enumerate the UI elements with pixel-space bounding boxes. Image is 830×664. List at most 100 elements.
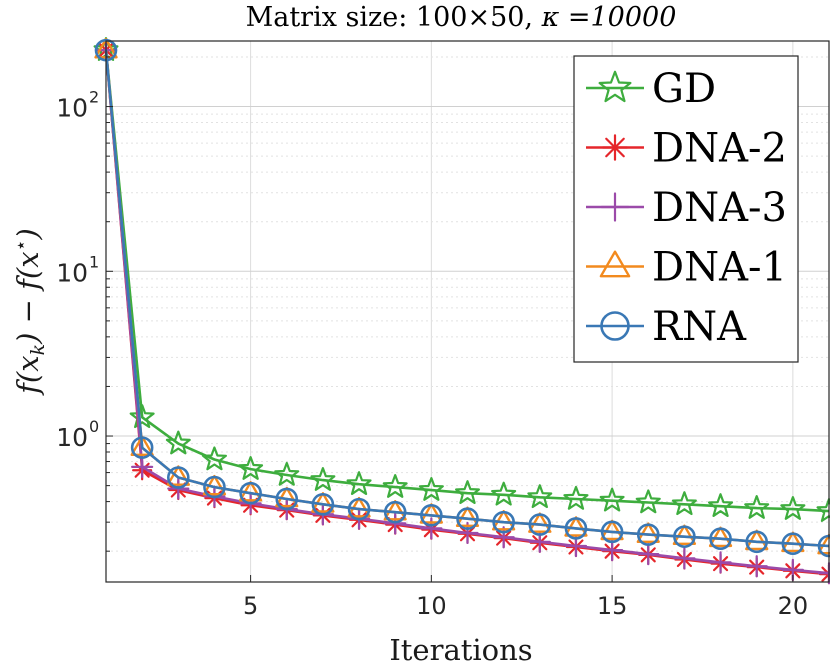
- series-line: [104, 49, 830, 548]
- triangle-marker: [564, 516, 588, 537]
- star-marker: [780, 496, 806, 520]
- triangle-marker: [600, 519, 624, 541]
- y-tick-label: 10: [56, 423, 88, 452]
- star-marker: [382, 474, 408, 498]
- star-marker: [129, 404, 155, 429]
- triangle-marker: [636, 522, 660, 543]
- ylabel-close: ): [11, 228, 45, 240]
- series-line: [104, 49, 830, 513]
- series-gd: [93, 36, 830, 523]
- triangle-marker: [745, 529, 769, 551]
- star-marker: [598, 70, 632, 103]
- y-tick-label: 10: [56, 94, 88, 123]
- star-marker: [744, 495, 770, 519]
- y-tick-exponent: 0: [89, 417, 99, 436]
- ylabel-mid: ) − f(: [11, 267, 45, 345]
- ylabel-k: k: [27, 344, 49, 356]
- circle-marker: [311, 493, 335, 516]
- star-marker: [563, 485, 589, 510]
- circle-marker: [636, 523, 660, 546]
- legend: GD DNA-2 DNA-3 DNA-1 RNA: [573, 55, 799, 363]
- star-marker: [418, 477, 444, 501]
- asterisk-stroke: [605, 137, 625, 158]
- star-marker: [274, 461, 300, 486]
- legend-item: DNA-3: [586, 185, 787, 231]
- plus-marker: [131, 455, 154, 478]
- plus-marker: [600, 539, 624, 562]
- star-marker: [527, 484, 553, 509]
- triangle-marker: [383, 500, 407, 521]
- x-tick-label: 20: [778, 592, 809, 620]
- plus-marker: [492, 526, 515, 549]
- ylabel-x: x: [11, 355, 45, 371]
- circle-marker: [709, 527, 732, 551]
- triangle-marker: [455, 506, 480, 527]
- triangle-marker: [672, 524, 697, 545]
- star-marker: [346, 471, 372, 495]
- title-kappa: κ =10000: [541, 2, 677, 33]
- legend-label: DNA-3: [652, 185, 787, 231]
- circle-marker: [781, 532, 805, 556]
- triangle-marker: [492, 510, 516, 531]
- star-marker: [671, 491, 697, 516]
- circle-marker: [130, 436, 154, 459]
- y-tick-label: 10: [56, 258, 88, 287]
- asterisk-marker: [601, 134, 629, 161]
- legend-item: GD: [586, 66, 716, 112]
- plus-marker: [709, 551, 732, 574]
- circle-marker: [420, 504, 443, 527]
- star-marker: [310, 467, 336, 491]
- star-marker: [201, 446, 227, 471]
- circle-marker: [275, 487, 299, 511]
- legend-item: RNA: [586, 304, 747, 350]
- legend-label: DNA-1: [652, 245, 787, 291]
- plus-marker: [600, 192, 630, 222]
- y-axis-label: f(xk) − f(x⋆): [10, 228, 49, 396]
- x-tick-label: 10: [416, 592, 447, 620]
- series-rna: [94, 38, 830, 558]
- triangle-marker: [708, 526, 733, 548]
- plus-marker: [673, 547, 696, 570]
- plus-marker: [745, 555, 768, 578]
- x-axis-label: Iterations: [389, 633, 532, 664]
- circle-marker: [492, 510, 515, 534]
- circle-marker: [745, 530, 769, 554]
- circle-marker: [600, 520, 624, 544]
- legend-item: DNA-2: [586, 126, 787, 172]
- circle-marker: [203, 475, 226, 499]
- ylabel-star: ⋆: [10, 240, 32, 252]
- circle-marker: [239, 481, 262, 505]
- triangle-marker: [166, 465, 191, 486]
- star-marker: [707, 493, 734, 518]
- legend-item: DNA-1: [586, 245, 787, 291]
- circle-marker: [528, 513, 552, 536]
- triangle-marker: [781, 531, 805, 553]
- circle-marker: [600, 311, 630, 341]
- star-marker: [599, 487, 625, 512]
- legend-label: RNA: [652, 304, 747, 350]
- circle-marker: [347, 497, 371, 521]
- ylabel-x2: x: [11, 251, 45, 267]
- star-marker: [238, 456, 264, 480]
- legend-box: [573, 55, 799, 363]
- title-prefix: Matrix size: 100×50,: [246, 2, 542, 33]
- ylabel-f1: f(: [11, 371, 45, 396]
- star-marker: [455, 480, 480, 504]
- chart-title: Matrix size: 100×50, κ =10000: [246, 2, 677, 33]
- triangle-marker: [419, 503, 443, 524]
- circle-marker: [456, 507, 479, 530]
- circle-marker: [167, 466, 190, 489]
- circle-marker: [673, 525, 696, 548]
- triangle-marker: [130, 435, 154, 456]
- x-tick-label: 5: [243, 592, 258, 620]
- circle-marker: [564, 517, 588, 540]
- star-marker: [635, 489, 661, 514]
- legend-label: DNA-2: [652, 126, 787, 172]
- star-marker: [491, 481, 517, 506]
- triangle-marker: [599, 250, 631, 278]
- x-tick-label: 15: [597, 592, 628, 620]
- plus-marker: [637, 543, 660, 566]
- circle-marker: [383, 500, 407, 524]
